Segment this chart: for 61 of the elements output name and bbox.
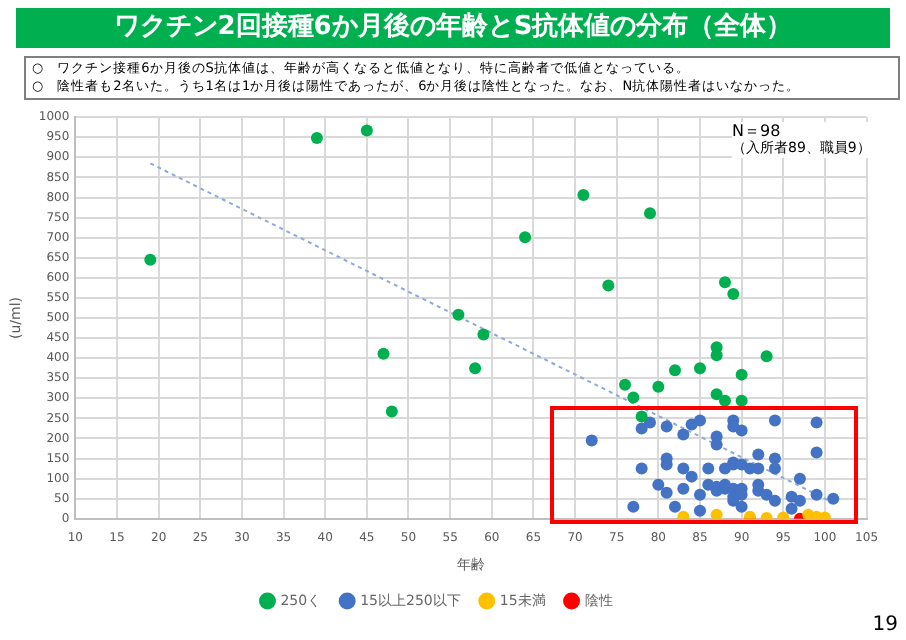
point	[652, 380, 665, 393]
point	[668, 364, 681, 377]
point	[768, 462, 781, 475]
point	[644, 207, 657, 220]
point	[810, 446, 823, 459]
point	[660, 420, 673, 433]
point	[385, 405, 398, 418]
point	[144, 253, 157, 266]
point	[677, 462, 690, 475]
point	[810, 488, 823, 501]
point	[710, 508, 723, 519]
point	[635, 422, 648, 435]
point	[685, 470, 698, 483]
point	[360, 124, 373, 137]
point	[627, 500, 640, 513]
point	[752, 448, 765, 461]
point	[577, 189, 590, 202]
point	[810, 416, 823, 429]
point	[768, 414, 781, 427]
point	[768, 494, 781, 507]
text: 19	[872, 614, 898, 636]
point	[693, 362, 706, 375]
point	[693, 504, 706, 517]
annotation: N＝98	[732, 121, 783, 140]
point	[644, 416, 657, 429]
point	[627, 391, 640, 404]
point	[377, 347, 390, 360]
point	[635, 462, 648, 475]
point	[710, 388, 723, 401]
point	[660, 486, 673, 499]
point	[760, 350, 773, 363]
point	[735, 424, 748, 437]
point	[585, 434, 598, 447]
point	[519, 231, 532, 244]
point	[635, 410, 648, 423]
point	[768, 452, 781, 465]
point	[793, 494, 806, 507]
point	[735, 394, 748, 407]
point	[677, 482, 690, 495]
point	[727, 287, 740, 300]
point	[668, 500, 681, 513]
point	[693, 414, 706, 427]
point	[718, 394, 731, 407]
point	[602, 279, 615, 292]
point	[693, 488, 706, 501]
point	[760, 488, 773, 501]
point	[735, 500, 748, 513]
point	[619, 378, 632, 391]
point	[735, 368, 748, 381]
point	[718, 276, 731, 289]
point	[469, 362, 482, 375]
point	[477, 328, 490, 341]
point	[793, 472, 806, 485]
point	[785, 502, 798, 515]
point	[827, 492, 840, 505]
point	[652, 478, 665, 491]
chart-title: ワクチン2回接種6か月後の年齢とS抗体値の分布（全体）	[16, 8, 890, 48]
point	[677, 428, 690, 441]
point	[310, 132, 323, 145]
point	[702, 462, 715, 475]
point	[452, 308, 465, 321]
